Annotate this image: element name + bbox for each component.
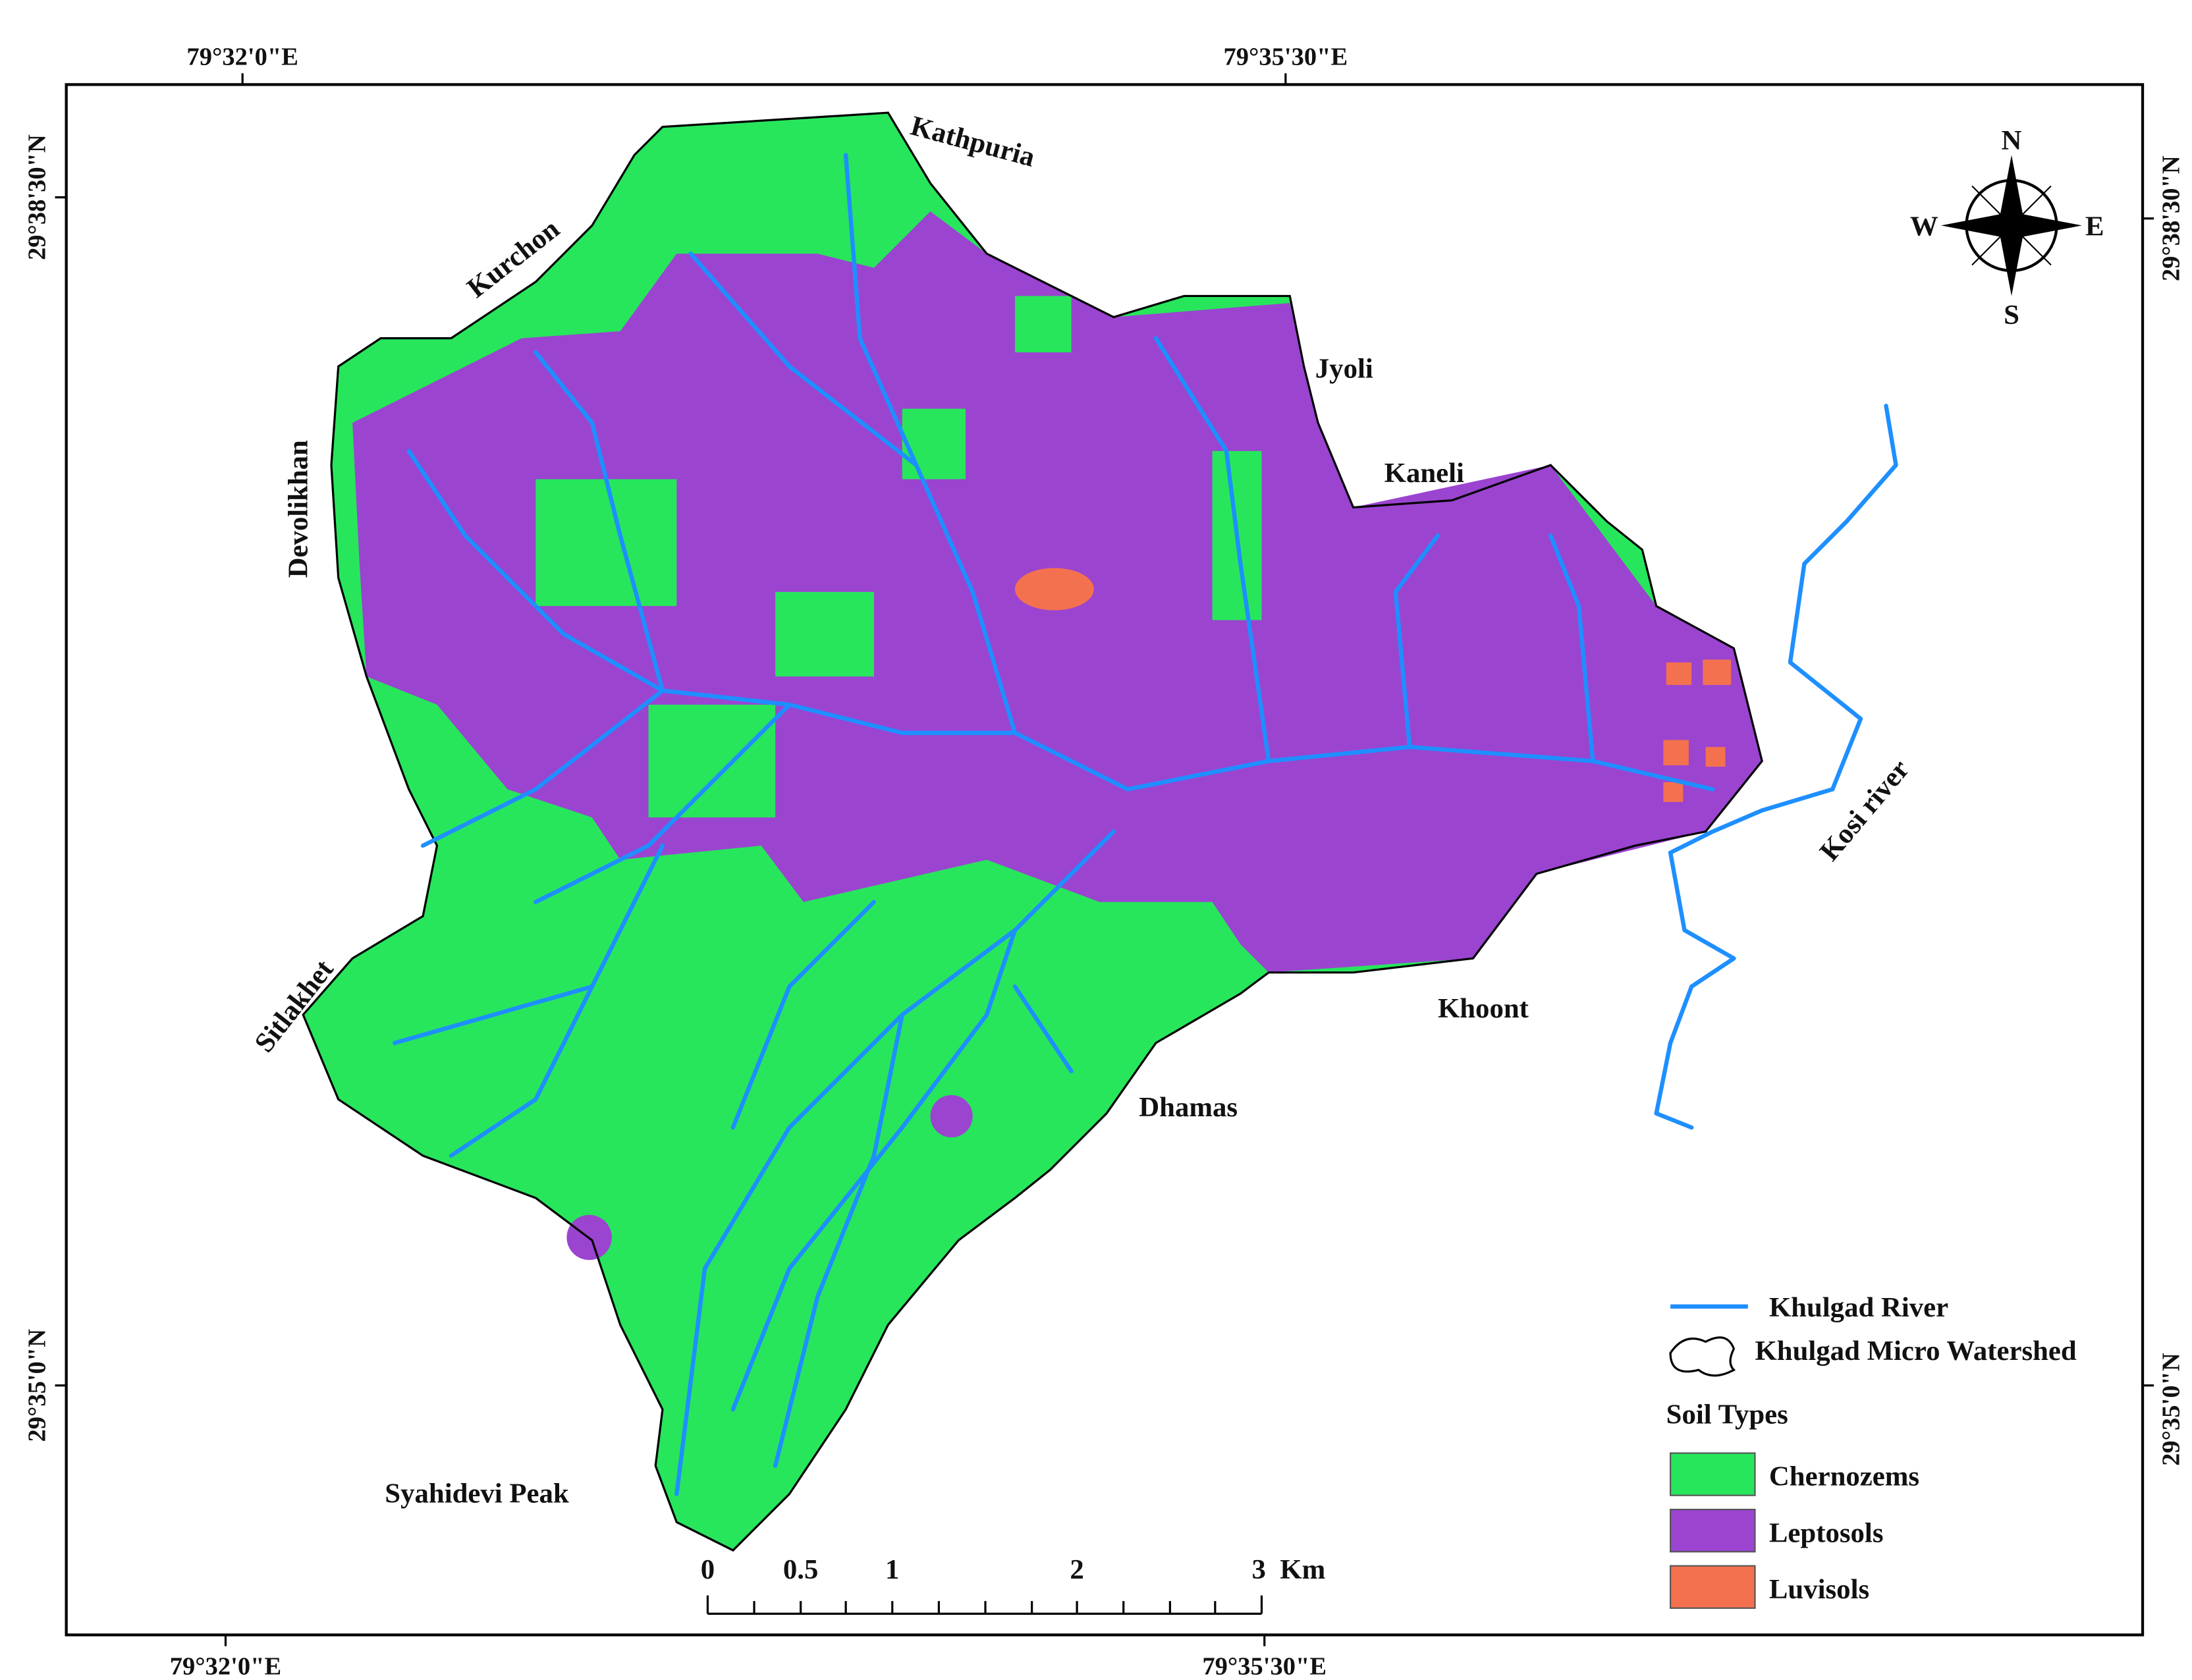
compass-label: S	[2004, 300, 2019, 331]
scale-label: 2	[1070, 1554, 1083, 1585]
coord-label: 79°32'0"E	[170, 1652, 281, 1680]
coord-label: 79°35'30"E	[1223, 43, 1348, 70]
frame	[65, 83, 2145, 1637]
coord-label: 29°35'0"N	[24, 1329, 51, 1442]
legend-swatch	[1670, 1508, 1756, 1553]
legend-watershed-symbol	[1669, 1336, 1736, 1377]
place-label: Dhamas	[1139, 1092, 1238, 1123]
place-label: Jyoli	[1315, 354, 1373, 385]
place-label: Syahidevi Peak	[385, 1478, 569, 1509]
legend-label: Leptosols	[1769, 1517, 1884, 1548]
compass-label: N	[2002, 125, 2022, 156]
legend-title: Soil Types	[1666, 1399, 1788, 1430]
place-label: Khoont	[1438, 993, 1529, 1024]
chernozems-patches	[535, 296, 1262, 818]
legend-label: Khulgad River	[1769, 1292, 1948, 1323]
coord-label: 79°35'30"E	[1202, 1652, 1327, 1680]
graticule-ticks	[55, 73, 2154, 1646]
legend-label: Chernozems	[1769, 1461, 1919, 1492]
scale-label: 0.5	[783, 1554, 819, 1585]
scale-bar	[706, 1595, 1263, 1615]
coord-label: 79°32'0"E	[186, 43, 298, 70]
compass-label: W	[1910, 211, 1938, 242]
place-label: Kaneli	[1384, 458, 1464, 489]
coord-label: 29°38'30"N	[2158, 155, 2185, 281]
scale-label: 1	[885, 1554, 899, 1585]
luvisols-patches	[1014, 568, 1732, 802]
compass-rose	[1940, 155, 2083, 296]
kosi-river	[1654, 404, 1898, 1130]
compass-label: E	[2085, 211, 2104, 242]
khulgad-river	[393, 153, 1715, 1496]
legend-label: Khulgad Micro Watershed	[1755, 1336, 2076, 1367]
coord-label: 29°35'0"N	[2158, 1353, 2185, 1466]
legend-swatch	[1670, 1565, 1756, 1609]
scale-label: 3	[1251, 1554, 1265, 1585]
coord-label: 29°38'30"N	[24, 134, 51, 260]
legend-swatch	[1670, 1452, 1756, 1496]
place-label: Devolikhan	[283, 440, 314, 578]
scale-unit: Km	[1280, 1554, 1325, 1585]
legend-label: Luvisols	[1769, 1574, 1869, 1605]
scale-label: 0	[701, 1554, 715, 1585]
watershed-boundary	[302, 111, 1763, 1552]
